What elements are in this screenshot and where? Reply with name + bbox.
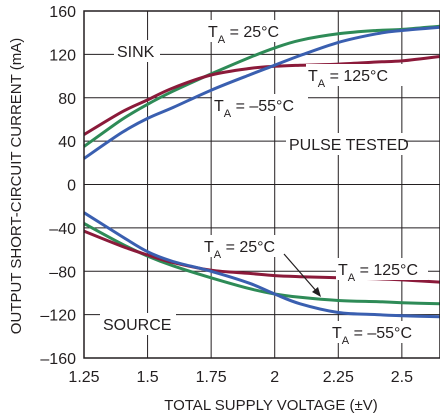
x-axis-title: TOTAL SUPPLY VOLTAGE (±V): [164, 397, 378, 414]
label-background: [206, 20, 288, 42]
annotations: SINK TA = 25°C TA = 125°C TA = –55°C PULSE T…: [100, 20, 428, 347]
label-background: [286, 133, 404, 155]
y-tick-label: –120: [40, 308, 76, 325]
series-line-sink-t125: [83, 55, 440, 136]
series-line-sink-t25: [83, 24, 440, 148]
pulse-tested-label: PULSE TESTED: [289, 137, 409, 154]
arrowhead: [312, 287, 321, 297]
label-background: [306, 64, 426, 86]
x-tick-label: 1.25: [68, 369, 99, 386]
series-line-source-tm55: [83, 211, 440, 319]
x-tick-label: 2.5: [391, 369, 413, 386]
sink-t125-label: TA = 125°C: [308, 68, 388, 90]
y-tick-label: 0: [67, 178, 76, 195]
source-label: SOURCE: [103, 317, 171, 334]
source-t125-label: TA = 125°C: [338, 262, 418, 284]
sink-label: SINK: [117, 44, 155, 61]
y-tick-label: –160: [40, 351, 76, 368]
y-tick-label: –40: [49, 221, 76, 238]
x-tick-label: 1.5: [136, 369, 158, 386]
series-line-sink-tm55: [83, 25, 440, 160]
y-tick-label: 120: [49, 47, 76, 64]
x-tick-label: 2.25: [323, 369, 354, 386]
source-tm55-label: TA = –55°C: [332, 325, 412, 347]
label-background: [330, 321, 422, 343]
label-background: [100, 313, 176, 335]
leader-line: [283, 253, 319, 294]
sink-t25-label: TA = 25°C: [208, 24, 279, 46]
x-tick-label: 2: [270, 369, 279, 386]
label-background: [202, 235, 286, 257]
label-background: [114, 40, 160, 62]
x-tick-label: 1.75: [196, 369, 227, 386]
y-tick-label: –80: [49, 264, 76, 281]
label-background: [336, 258, 428, 280]
y-tick-label: 160: [49, 4, 76, 21]
y-tick-label: 40: [58, 134, 76, 151]
source-t25-label: TA = 25°C: [204, 239, 275, 261]
plot-frame: [83, 10, 440, 359]
label-background: [212, 94, 308, 116]
y-axis-title: OUTPUT SHORT-CIRCUIT CURRENT (mA): [8, 38, 25, 334]
sink-tm55-label: TA = –55°C: [214, 98, 294, 120]
y-tick-label: 80: [58, 91, 76, 108]
